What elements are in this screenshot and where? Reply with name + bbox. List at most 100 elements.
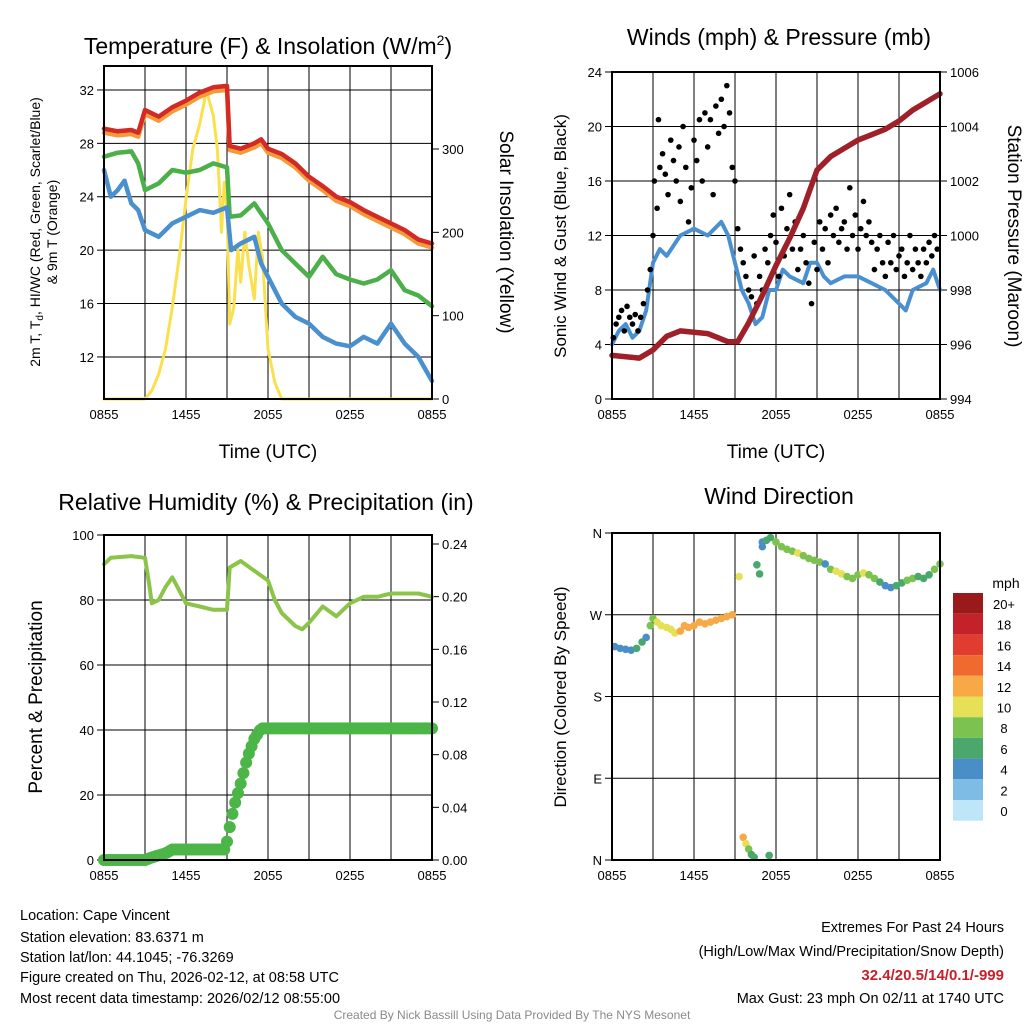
gust-point (765, 259, 771, 266)
legend-label: 2 (1000, 783, 1007, 798)
direction-point (728, 610, 737, 619)
gust-point (696, 116, 703, 123)
y2-tick-label: 200 (442, 225, 464, 240)
gust-point (680, 123, 686, 130)
gust-point (745, 287, 752, 293)
series-2m-temperature (101, 83, 435, 246)
gust-point (651, 178, 658, 184)
y2-tick-label: 994 (950, 392, 972, 407)
gust-point (841, 219, 848, 225)
gust-point (926, 239, 932, 246)
legend-swatch (953, 737, 983, 759)
elevation-text: Station elevation: 83.6371 m (20, 930, 204, 946)
gust-point (767, 232, 774, 239)
direction-point (821, 560, 829, 568)
gust-point (931, 232, 938, 239)
gust-point (635, 328, 641, 334)
credit-text: Created By Nick Bassill Using Data Provi… (334, 1008, 691, 1022)
x-tick-label: 1455 (172, 407, 201, 422)
gust-point (624, 303, 630, 310)
gust-point (756, 273, 763, 280)
gust-point (847, 185, 853, 191)
y2-tick-label: 300 (442, 142, 464, 157)
direction-point (755, 570, 764, 578)
gust-point (770, 212, 777, 218)
x-tick-label: 0855 (418, 868, 447, 883)
gust-point (863, 232, 869, 239)
gust-point (784, 225, 790, 232)
y-tick-label: 20 (80, 243, 94, 258)
gust-point (814, 266, 820, 273)
y2-tick-label: 1006 (950, 65, 979, 80)
gust-point (855, 246, 861, 252)
temp-y-axis-label-line2: & 9m T (Orange) (44, 180, 60, 285)
gust-point (693, 157, 700, 164)
rh-chart-title: Relative Humidity (%) & Precipitation (i… (58, 489, 473, 515)
gust-point (751, 253, 757, 259)
legend-swatch (953, 758, 983, 780)
gust-point (655, 116, 662, 123)
temp-y-axis-label: 2m T, Td, HI/WC (Red, Green, Scarlet/Blu… (27, 97, 46, 367)
extremes-subtitle: (High/Low/Max Wind/Precipitation/Snow De… (699, 944, 1004, 960)
precip-point (223, 821, 236, 834)
gust-point (647, 266, 654, 273)
legend-swatch (953, 634, 983, 656)
max-gust-text: Max Gust: 23 mph On 02/11 at 1740 UTC (737, 991, 1004, 1007)
x-tick-label: 2055 (254, 868, 283, 883)
y-tick-label: 16 (80, 297, 94, 312)
gust-point (800, 232, 807, 239)
gust-point (879, 259, 886, 266)
gust-point (613, 321, 619, 327)
gust-point (710, 191, 716, 198)
gust-point (833, 205, 839, 212)
direction-chart-title: Wind Direction (704, 483, 854, 509)
direction-y-axis-label: Direction (Colored By Speed) (551, 586, 570, 807)
gust-point (762, 246, 768, 252)
gust-point (718, 96, 725, 103)
gust-point (786, 191, 793, 198)
legend-swatch (953, 696, 983, 718)
y-tick-label: 100 (72, 528, 94, 543)
gust-point (688, 185, 695, 191)
gust-point (683, 164, 689, 171)
gust-point (868, 239, 875, 246)
gust-point (912, 246, 919, 252)
plot-frame (611, 71, 941, 400)
y-tick-label: 0 (87, 853, 94, 868)
gust-point (632, 311, 639, 318)
gust-point (904, 259, 910, 266)
legend-swatch (953, 717, 983, 738)
y2-tick-label: 0.12 (442, 695, 467, 710)
legend-label: 8 (1000, 721, 1007, 736)
gust-point (915, 259, 921, 266)
gust-point (724, 82, 730, 89)
gust-point (849, 232, 856, 239)
legend-label: 6 (1000, 742, 1007, 757)
gust-point (882, 273, 889, 280)
x-tick-label: 0255 (844, 407, 873, 422)
x-tick-label: 0855 (90, 868, 119, 883)
gust-point (896, 253, 902, 259)
direction-point (876, 578, 884, 586)
gust-point (797, 246, 804, 252)
x-tick-label: 1455 (172, 868, 201, 883)
x-tick-label: 1455 (680, 407, 709, 422)
direction-point (646, 621, 655, 630)
gust-point (811, 239, 818, 246)
gust-point (715, 130, 722, 137)
y-tick-label: 12 (80, 350, 94, 365)
gust-point (629, 321, 636, 327)
gust-point (743, 273, 749, 280)
x-tick-label: 1455 (680, 868, 709, 883)
gust-point (871, 266, 878, 273)
temp-x-axis-label: Time (UTC) (219, 442, 318, 463)
legend-swatch (953, 613, 983, 635)
extremes-title: Extremes For Past 24 Hours (821, 920, 1004, 936)
gust-point (685, 219, 692, 225)
precip-point (237, 767, 250, 780)
gust-point (626, 314, 633, 321)
y-tick-label: W (590, 608, 603, 623)
gust-point (874, 246, 880, 252)
